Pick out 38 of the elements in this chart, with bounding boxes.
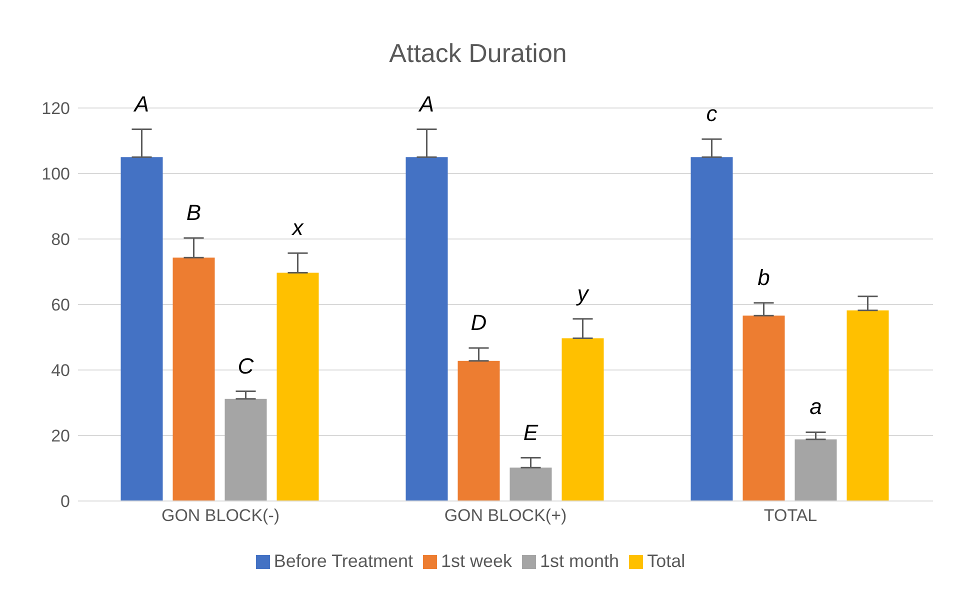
data-label: A [132,91,150,116]
data-label: y [575,280,590,306]
y-tick-label: 0 [60,492,70,512]
bar [742,316,785,501]
y-tick-label: 120 [42,99,70,118]
data-label: E [523,420,538,445]
data-label: C [238,353,254,378]
data-label: c [706,101,718,126]
bar [172,258,215,501]
data-label: B [186,200,202,226]
data-label: D [470,310,487,336]
bar [120,157,163,501]
legend-label: 1st month [540,551,620,571]
data-label: A [417,91,434,116]
x-tick-label: TOTAL [764,506,818,526]
legend-label: 1st week [440,551,512,571]
data-label: a [810,394,822,420]
bar [406,157,448,501]
bar [846,310,889,501]
chart-title: Attack Duration [388,38,568,69]
legend-label: Before Treatment [274,551,413,571]
data-label: b [758,264,770,290]
bar [562,338,604,501]
x-tick-label: GON BLOCK(+) [444,506,567,526]
y-tick-label: 40 [51,361,70,380]
y-tick-label: 80 [51,230,70,250]
bar [458,360,500,501]
bar [794,439,837,501]
bar [224,398,267,501]
y-tick-label: 20 [51,426,70,446]
legend-label: Total [647,551,686,571]
y-tick-label: 100 [42,164,70,184]
x-tick-label: GON BLOCK(-) [161,506,280,526]
y-tick-label: 60 [51,296,70,315]
data-label: x [291,215,304,240]
bar [690,157,733,501]
bar [276,272,319,501]
bar [510,468,552,501]
